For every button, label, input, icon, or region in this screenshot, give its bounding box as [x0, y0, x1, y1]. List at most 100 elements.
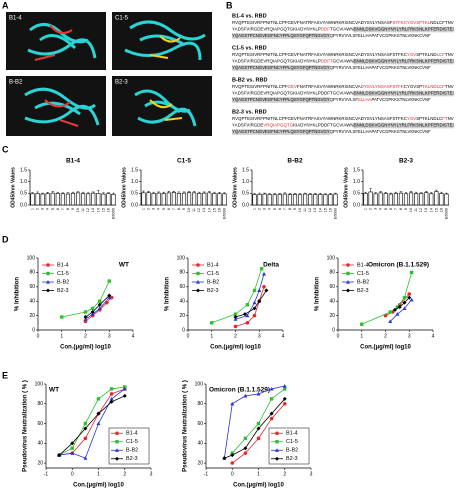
- bar: [70, 193, 76, 206]
- bar: [383, 193, 388, 206]
- x-tick-label: 7: [172, 208, 176, 210]
- x-tick-label: 3: [152, 208, 156, 210]
- data-point: [115, 448, 119, 452]
- y-axis-label: % Inhibition: [165, 277, 171, 311]
- sequence-segment: YGV: [407, 116, 417, 122]
- data-point: [243, 436, 248, 441]
- x-tick-label: 5: [162, 208, 166, 210]
- error-bar: [435, 189, 438, 192]
- structure-label: B-B2: [9, 80, 23, 86]
- structure-image: [6, 12, 106, 70]
- sequence-segment: YADSFVIRGDE: [232, 123, 263, 129]
- data-point: [346, 288, 350, 293]
- sequence-segment: SNNLDSKVGGNYNYLYRLFRKSNLKPFERDISTEI: [354, 123, 454, 129]
- x-tick-label: 5: [273, 208, 277, 210]
- structure-image: [112, 76, 212, 136]
- data-point: [388, 310, 392, 314]
- error-bar: [112, 192, 115, 195]
- bar: [388, 193, 393, 206]
- data-point: [346, 263, 350, 267]
- x-tick-label: 0: [231, 471, 234, 477]
- data-point: [256, 436, 261, 441]
- y-tick-label: 1.5: [20, 167, 27, 173]
- data-point: [97, 306, 102, 310]
- error-bar: [61, 192, 65, 194]
- data-point: [275, 440, 279, 444]
- bar: [303, 193, 308, 206]
- data-point: [57, 453, 62, 458]
- sequence-line: YQAGSTPCNGVEGFNCYFPLQSYGFQPTNGVGYQPYRVVV…: [232, 97, 431, 103]
- data-point: [409, 297, 414, 302]
- data-point: [83, 456, 88, 460]
- x-tick-label: 1: [60, 333, 63, 339]
- data-point: [243, 312, 247, 317]
- sequence-segment: TKLNDLCF: [422, 84, 445, 90]
- series-line: [85, 295, 110, 318]
- x-tick-label: 11: [303, 208, 307, 212]
- x-tick-label: 2: [36, 208, 40, 210]
- data-point: [96, 411, 101, 416]
- y-tick-label: 100: [195, 381, 204, 387]
- sequence-segment: KIADYNYKLPDDFTGCVIAWN: [293, 123, 354, 129]
- x-tick-label: 1: [31, 208, 35, 210]
- bar: [30, 193, 35, 206]
- data-point: [395, 312, 400, 316]
- highlight-band: [232, 65, 330, 71]
- alignment-title: B-B2 vs. RBD: [232, 77, 267, 83]
- error-bar: [142, 190, 145, 193]
- data-point: [402, 295, 407, 300]
- bar: [393, 193, 398, 206]
- data-point: [264, 288, 269, 293]
- data-point: [407, 292, 412, 296]
- x-tick-label: 12: [86, 208, 90, 212]
- bar: [35, 193, 40, 206]
- y-tick-label: 20: [29, 313, 35, 319]
- data-point: [196, 280, 200, 284]
- data-point: [402, 300, 407, 305]
- bar: [202, 192, 207, 206]
- x-tick-label: 1: [364, 208, 368, 210]
- legend-label: C1-5: [57, 271, 69, 277]
- panel-label: A: [2, 0, 9, 10]
- data-point: [115, 440, 119, 444]
- x-tick-label: 0: [71, 471, 74, 477]
- x-tick-label: -1: [44, 471, 49, 477]
- x-axis-label: Con.(μg/ml) log10: [360, 345, 411, 351]
- bar: [151, 193, 156, 206]
- sequence-segment: SNNLDSKVGGNYNYLYRLFRKSNLKPFERDISTEI: [354, 27, 454, 33]
- x-tick-label: 8: [177, 208, 181, 210]
- data-point: [245, 321, 250, 325]
- sequence-segment: ELLHA: [358, 97, 372, 103]
- bar: [429, 193, 434, 206]
- data-point: [230, 461, 235, 465]
- data-point: [256, 421, 261, 426]
- x-tick-label: 8: [399, 208, 403, 210]
- y-tick-label: 20: [37, 460, 43, 466]
- legend-label: B1-4: [57, 262, 69, 268]
- error-bar: [399, 191, 403, 194]
- bar: [403, 193, 409, 206]
- y-axis-label: Pseudovirus Neutralization ( % ): [23, 380, 29, 472]
- error-bar: [329, 193, 332, 195]
- highlight-band: [352, 58, 454, 65]
- error-bar: [41, 192, 44, 195]
- x-tick-label: 14: [318, 208, 322, 212]
- x-tick-label: 10: [76, 208, 80, 212]
- bar: [106, 193, 111, 206]
- y-tick-label: 60: [329, 284, 335, 290]
- x-tick-label: 0: [37, 333, 40, 339]
- error-bar: [319, 193, 322, 195]
- x-tick-label: 3: [150, 471, 153, 477]
- data-point: [269, 416, 274, 421]
- x-tick-label: 9: [404, 208, 408, 210]
- structure-label: B1-4: [9, 16, 22, 22]
- x-tick-label: 13: [202, 208, 206, 212]
- bar: [192, 192, 197, 206]
- bar: [252, 194, 257, 206]
- data-point: [245, 303, 250, 307]
- error-bar: [308, 193, 312, 195]
- bar: [186, 192, 192, 206]
- x-tick-label: E6000: [222, 208, 226, 219]
- bar: [91, 192, 96, 206]
- y-tick-label: 80: [197, 401, 203, 407]
